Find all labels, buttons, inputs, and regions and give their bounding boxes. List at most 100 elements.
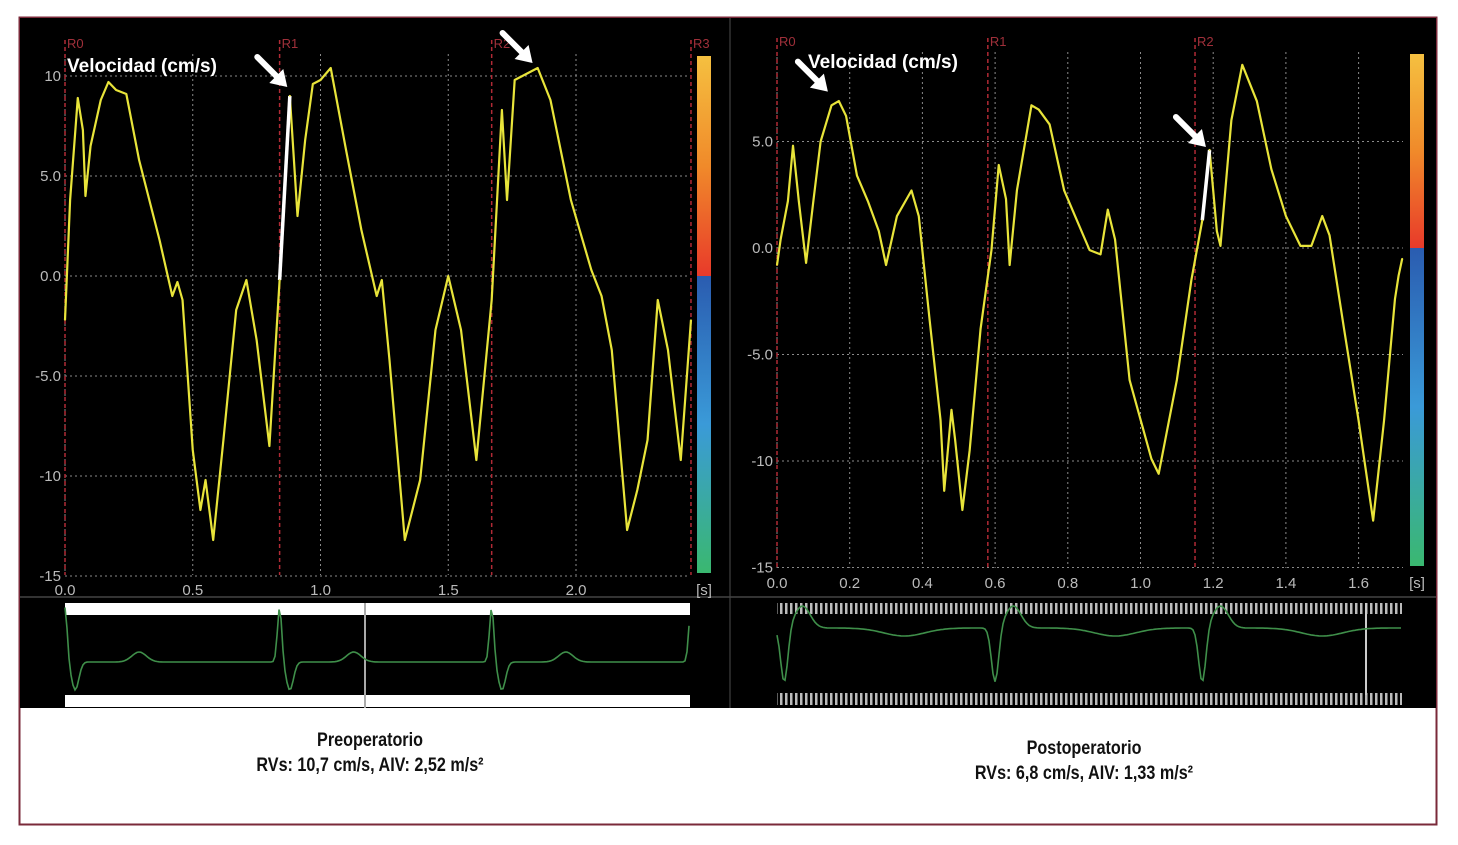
velocity-point: [549, 99, 552, 101]
velocity-point: [375, 295, 378, 297]
velocity-point: [600, 295, 603, 297]
velocity-point: [626, 529, 628, 531]
velocity-point: [434, 329, 437, 331]
y-tick-label: -15: [39, 568, 61, 585]
velocity-point: [776, 264, 778, 266]
velocity-point: [84, 195, 87, 197]
velocity-point: [255, 339, 258, 341]
velocity-point: [1005, 198, 1007, 200]
velocity-point: [792, 144, 794, 147]
velocity-point: [646, 439, 649, 441]
velocity-point: [1299, 245, 1302, 247]
strip-bar-top: [777, 603, 1402, 614]
arrow-icon: [514, 45, 533, 63]
velocity-point: [1241, 64, 1244, 66]
velocity-point: [570, 199, 572, 201]
velocity-axis-label: Velocidad (cm/s): [808, 52, 958, 73]
velocity-point: [107, 81, 110, 83]
colorbar-negative: [1410, 248, 1424, 566]
velocity-point: [1074, 215, 1076, 217]
velocity-point: [1150, 458, 1153, 460]
velocity-point: [345, 149, 347, 151]
x-tick-label: 0.4: [912, 575, 933, 592]
velocity-point: [1343, 328, 1345, 330]
velocity-point: [235, 309, 237, 311]
velocity-point: [64, 319, 66, 321]
strip-bar-top: [65, 603, 690, 615]
velocity-point: [1394, 298, 1396, 300]
r-marker-label: R1: [282, 36, 299, 51]
velocity-point: [812, 200, 815, 202]
velocity-point: [1397, 274, 1400, 277]
x-tick-label: 0.0: [55, 582, 76, 599]
velocity-point: [99, 99, 102, 101]
velocity-point: [212, 539, 214, 541]
r-marker-label: R1: [990, 34, 1007, 49]
velocity-point: [896, 215, 898, 217]
velocity-point: [76, 97, 79, 99]
y-tick-label: -5.0: [747, 347, 773, 364]
velocity-point: [1114, 238, 1116, 241]
velocity-point: [943, 490, 946, 492]
velocity-point: [319, 79, 322, 81]
y-tick-label: 0.0: [40, 268, 61, 285]
velocity-point: [1190, 279, 1193, 281]
velocity-point: [1128, 379, 1131, 381]
caption-postoperatorio: Postoperatorio RVs: 6,8 cm/s, AIV: 1,33 …: [787, 736, 1382, 786]
velocity-point: [950, 409, 953, 411]
velocity-point: [961, 509, 964, 511]
velocity-point: [1048, 123, 1051, 126]
velocity-point: [501, 109, 503, 111]
velocity-point: [1030, 104, 1033, 107]
velocity-point: [278, 279, 281, 281]
highlighted-segment: [1200, 149, 1212, 221]
velocity-point: [779, 238, 782, 241]
velocity-point: [245, 279, 248, 281]
velocity-point: [89, 145, 92, 147]
y-tick-label: -10: [751, 453, 773, 470]
velocity-point: [917, 215, 920, 217]
velocity-point: [506, 199, 508, 201]
velocity-point: [610, 349, 613, 351]
velocity-point: [460, 329, 462, 331]
velocity-point: [1099, 253, 1102, 256]
velocity-point: [954, 438, 956, 441]
caption-title: Postoperatorio: [1026, 738, 1142, 759]
velocity-point: [798, 200, 800, 202]
velocity-point: [590, 269, 593, 271]
r-marker-label: R0: [779, 34, 796, 49]
velocity-line: [63, 66, 693, 542]
velocity-point: [636, 489, 639, 491]
velocity-point: [910, 189, 913, 192]
ecg-trace: [64, 607, 690, 692]
velocity-point: [138, 159, 140, 161]
x-tick-label: 0.5: [182, 582, 203, 599]
velocity-point: [1285, 215, 1287, 217]
velocity-point: [268, 445, 271, 447]
velocity-point: [968, 449, 971, 452]
velocity-point: [536, 67, 539, 69]
velocity-point: [69, 199, 71, 201]
velocity-point: [830, 104, 833, 107]
velocity-point: [381, 279, 383, 281]
x-tick-label: 1.4: [1275, 575, 1296, 592]
r-marker-label: R0: [67, 36, 84, 51]
x-tick-label: 0.2: [839, 575, 860, 592]
velocity-point: [1157, 472, 1160, 475]
highlighted-segment: [277, 95, 292, 281]
velocity-point: [222, 439, 225, 441]
x-tick-label: 0.0: [767, 575, 788, 592]
y-tick-label: 5.0: [752, 134, 773, 151]
velocity-point: [312, 83, 314, 85]
velocity-point: [521, 75, 524, 77]
colorbar-positive: [697, 56, 711, 276]
chart-preoperatorio: 0.0 0.5 1.0 1.5 2.0 10 5.0 0.0 -5.0 -10 -15 [s] R0 R1…: [35, 30, 712, 708]
velocity-point: [679, 459, 682, 461]
velocity-point: [1037, 108, 1040, 111]
y-tick-label: -10: [39, 468, 61, 485]
velocity-point: [856, 174, 858, 177]
colorbar-negative: [697, 276, 711, 573]
velocity-point: [656, 299, 659, 301]
y-tick-label: 5.0: [40, 168, 61, 185]
